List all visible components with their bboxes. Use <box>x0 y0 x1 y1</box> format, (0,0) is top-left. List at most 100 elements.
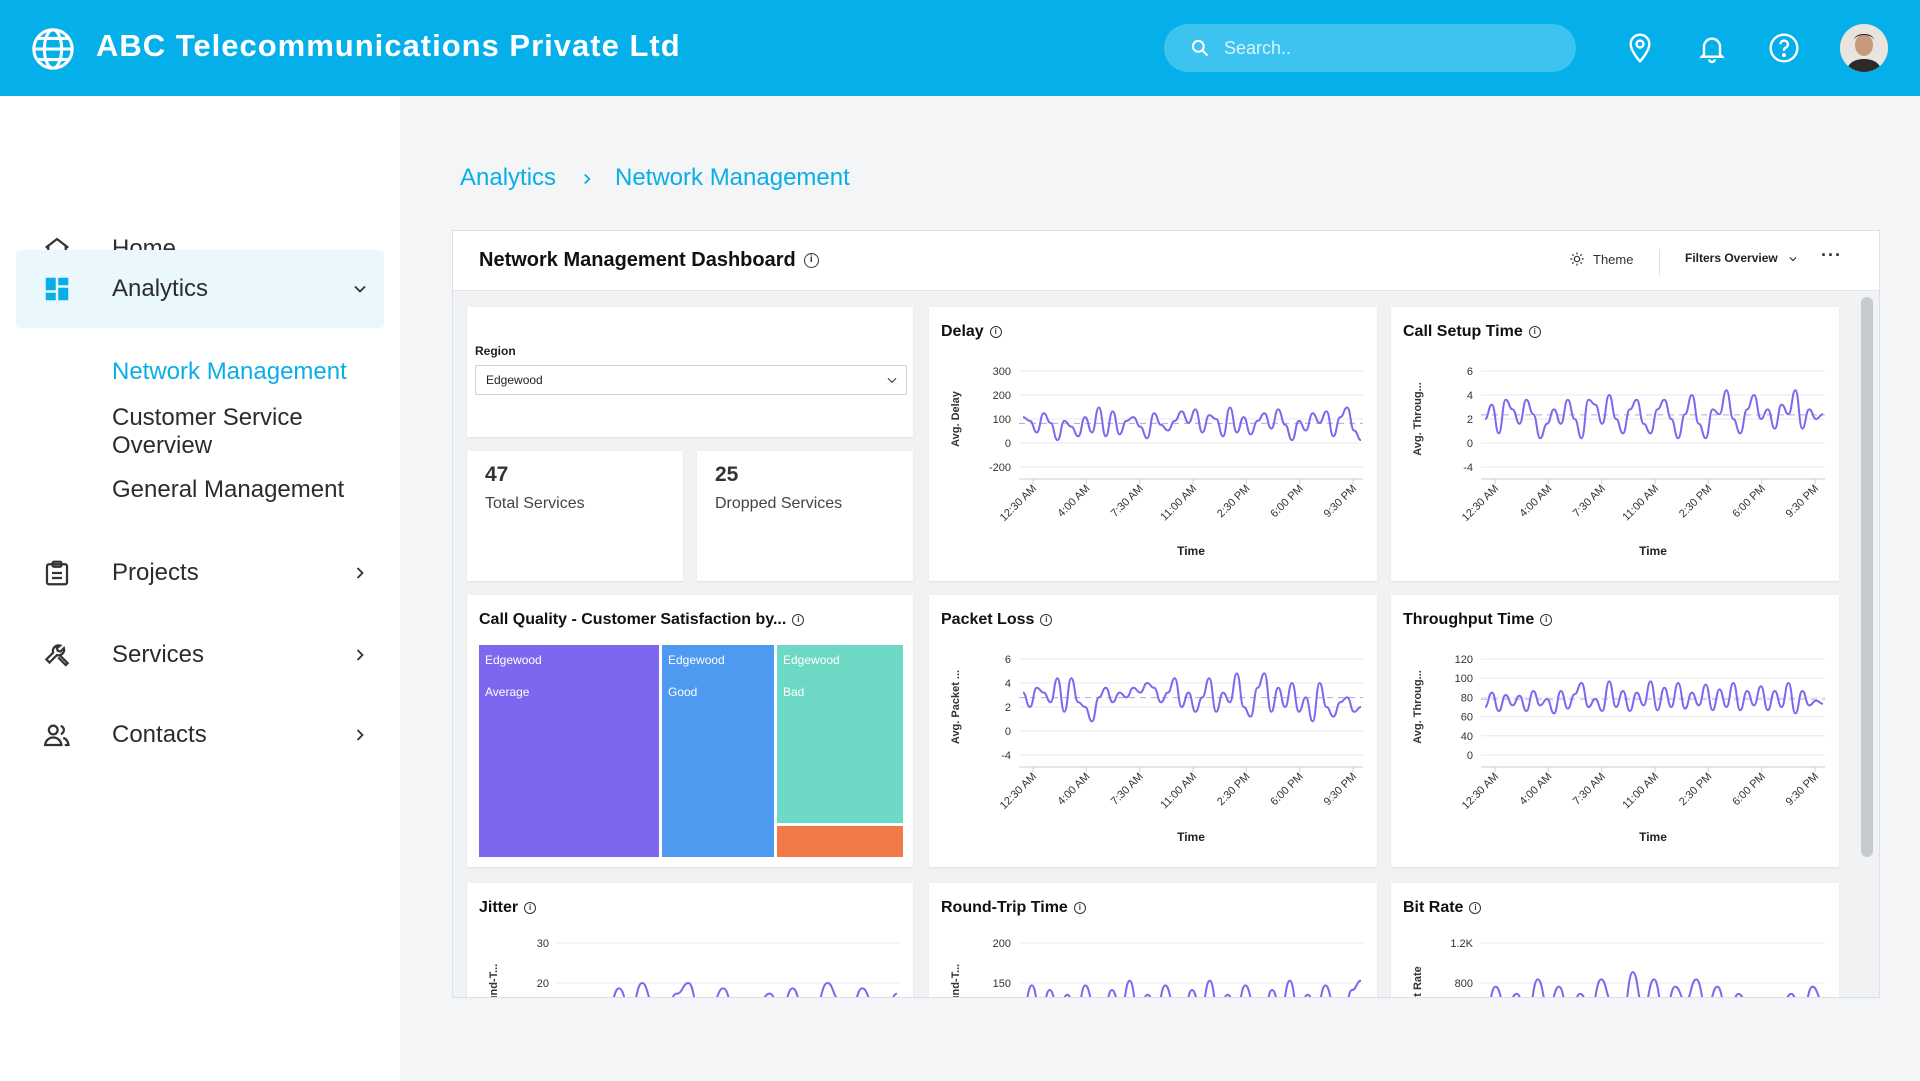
scrollbar[interactable] <box>1861 297 1873 857</box>
x-tick-label: 12:30 AM <box>998 771 1039 812</box>
card-title: Packet Loss i <box>941 611 1053 629</box>
y-tick-label: 80 <box>1461 692 1473 704</box>
round-trip-time-line-chart[interactable]: 200150100und-T... <box>929 883 1377 998</box>
sidebar-subitem-customer-service-overview[interactable]: Customer Service Overview <box>112 404 303 459</box>
sidebar-item-label: Contacts <box>112 721 207 748</box>
jitter-line-chart[interactable]: 302010und-T... <box>467 883 913 998</box>
treemap-cell-average[interactable]: Edgewood Average <box>479 645 659 857</box>
info-icon[interactable]: i <box>792 613 805 626</box>
y-tick-label: 120 <box>1455 654 1473 666</box>
y-tick-label: -200 <box>989 462 1011 474</box>
x-tick-label: 11:00 AM <box>1620 771 1661 812</box>
dashboard-header: Network Management Dashboard i Theme Filt… <box>453 231 1879 291</box>
kpi-label: Dropped Services <box>715 495 843 512</box>
info-icon[interactable]: i <box>803 253 819 269</box>
series-line <box>1026 979 1362 997</box>
call-setup-time-line-chart[interactable]: 6 4 2 0 -4 Avg. Throug... 12:30 AM 4:00 AM 7:30 … <box>1391 307 1839 581</box>
info-icon[interactable]: i <box>989 325 1002 338</box>
x-tick-label: 12:30 AM <box>1460 771 1501 812</box>
throughput-time-line-chart[interactable]: 120 100 80 60 40 0 Avg. Throug... 12:30 AM 4:00 … <box>1391 595 1839 867</box>
sidebar-item-label: Projects <box>112 559 199 586</box>
filters-label: Filters Overview <box>1685 251 1778 265</box>
wrench-icon <box>44 644 70 667</box>
y-tick-label: 100 <box>1455 673 1473 685</box>
x-tick-label: 11:00 AM <box>1158 771 1199 812</box>
sidebar-item-services[interactable]: Services <box>16 616 384 694</box>
search-input[interactable] <box>1224 37 1554 59</box>
x-axis-label: Time <box>1177 544 1205 558</box>
x-tick-label: 7:30 AM <box>1571 483 1608 520</box>
y-tick-label: 40 <box>1461 731 1473 743</box>
theme-button[interactable]: Theme <box>1569 251 1633 267</box>
series-line <box>1490 971 1821 997</box>
info-icon[interactable]: i <box>524 901 537 914</box>
kpi-label: Total Services <box>485 495 585 512</box>
clipboard-icon <box>45 560 69 586</box>
y-tick-label: 300 <box>993 366 1011 378</box>
y-tick-label: 20 <box>537 978 549 990</box>
filters-overview-button[interactable]: Filters Overview <box>1685 251 1799 265</box>
x-tick-label: 11:00 AM <box>1620 483 1661 524</box>
help-icon[interactable] <box>1768 32 1800 64</box>
chevron-right-icon[interactable] <box>350 645 370 665</box>
location-pin-icon[interactable] <box>1624 32 1656 64</box>
dashboard-icon <box>45 277 69 301</box>
series-line <box>1484 389 1824 440</box>
delay-line-chart[interactable]: 300 200 100 0 -200 Avg. Delay 12:30 AM 4:00 AM 7… <box>929 307 1377 581</box>
treemap-region-label: Edgewood <box>485 653 542 667</box>
chevron-right-icon[interactable] <box>350 725 370 745</box>
y-axis-label: it Rate <box>1412 966 1424 998</box>
info-icon[interactable]: i <box>1040 613 1053 626</box>
globe-icon[interactable] <box>30 26 76 72</box>
bell-icon[interactable] <box>1696 32 1728 64</box>
card-title: Call Quality - Customer Satisfaction by.… <box>479 611 805 629</box>
info-icon[interactable]: i <box>1073 901 1086 914</box>
chevron-right-icon[interactable] <box>350 563 370 583</box>
y-tick-label: 0 <box>1467 438 1473 450</box>
sidebar-subitem-general-management[interactable]: General Management <box>112 476 345 503</box>
x-tick-label: 11:00 AM <box>1158 483 1199 524</box>
x-tick-label: 7:30 AM <box>1109 771 1146 808</box>
y-axis-label: Avg. Throug... <box>1412 670 1424 744</box>
y-tick-label: 0 <box>1467 750 1473 762</box>
x-axis-label: Time <box>1177 830 1205 844</box>
chart-card-call-setup-time: Call Setup Time i 6 4 2 0 -4 Avg. Throug... 12:… <box>1391 307 1839 581</box>
x-axis-label: Time <box>1639 830 1667 844</box>
card-title: Call Setup Time i <box>1403 323 1541 341</box>
breadcrumb-separator-icon <box>584 173 591 185</box>
kpi-value: 47 <box>485 463 509 486</box>
x-axis-label: Time <box>1639 544 1667 558</box>
sidebar-item-label: Analytics <box>112 275 209 302</box>
chevron-down-icon[interactable] <box>350 279 370 299</box>
search-box[interactable] <box>1164 24 1576 72</box>
sidebar-item-projects[interactable]: Projects <box>16 534 384 612</box>
info-icon[interactable]: i <box>1528 325 1541 338</box>
treemap-cell-bad[interactable]: Edgewood Bad <box>777 645 903 823</box>
y-tick-label: 60 <box>1461 712 1473 724</box>
contacts-icon <box>43 724 70 747</box>
sidebar-subitem-network-management[interactable]: Network Management <box>112 358 347 385</box>
region-select[interactable]: Edgewood <box>475 365 907 395</box>
info-icon[interactable]: i <box>1540 613 1553 626</box>
search-icon <box>1191 39 1209 57</box>
x-tick-label: 12:30 AM <box>1460 483 1501 524</box>
region-label: Region <box>475 344 516 358</box>
treemap-cell-good[interactable]: Edgewood Good <box>662 645 774 857</box>
kpi-value: 25 <box>715 463 739 486</box>
series-line <box>1022 672 1362 723</box>
avatar[interactable] <box>1840 24 1888 72</box>
sidebar-item-contacts[interactable]: Contacts <box>16 696 384 774</box>
bit-rate-line-chart[interactable]: 1.2K800400it Rate <box>1391 883 1839 998</box>
more-options-button[interactable]: ··· <box>1821 245 1842 265</box>
y-tick-label: 100 <box>993 414 1011 426</box>
breadcrumb-analytics[interactable]: Analytics <box>460 164 557 191</box>
info-icon[interactable]: i <box>1469 901 1482 914</box>
breadcrumb-network-management[interactable]: Network Management <box>615 164 850 191</box>
sidebar-item-analytics[interactable]: Analytics <box>16 250 384 328</box>
y-tick-label: 0 <box>1005 726 1011 738</box>
y-axis-label: Avg. Throug... <box>1412 382 1424 456</box>
treemap-cell-other[interactable] <box>777 826 903 857</box>
packet-loss-line-chart[interactable]: 6 4 2 0 -4 Avg. Packet ... 12:30 AM 4:00 AM 7:30… <box>929 595 1377 867</box>
x-tick-label: 2:30 PM <box>1215 771 1252 808</box>
